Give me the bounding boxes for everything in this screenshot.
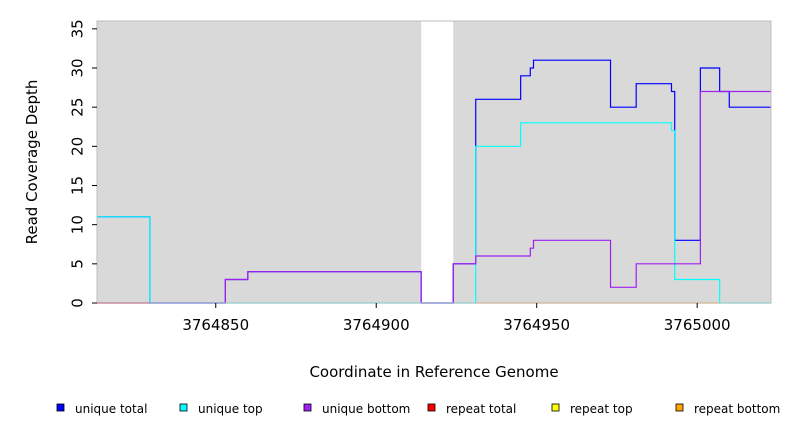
x-tick-label: 3765000 <box>664 316 731 334</box>
shaded-region <box>453 21 771 303</box>
legend-label: repeat top <box>570 402 633 416</box>
x-tick-label: 3764950 <box>503 316 570 334</box>
legend-swatch <box>179 403 188 412</box>
legend-label: repeat total <box>446 402 516 416</box>
y-axis-title: Read Coverage Depth <box>23 80 41 245</box>
axes-layer: 3764850 3764900 3764950 3765000 0 5 10 15 20 25 30… <box>68 19 772 334</box>
plot-frame <box>96 20 772 304</box>
legend-label: unique bottom <box>322 402 410 416</box>
legend-swatch <box>551 403 560 412</box>
y-tick-label: 0 <box>68 298 86 308</box>
y-tick-label: 15 <box>68 176 86 195</box>
legend-swatch <box>427 403 436 412</box>
y-tick-label: 35 <box>68 19 86 38</box>
x-axis-title: Coordinate in Reference Genome <box>309 363 558 381</box>
plot-background <box>97 21 771 303</box>
shaded-region <box>97 21 422 303</box>
legend-item: repeat bottom <box>675 402 780 416</box>
legend: unique total unique top unique bottom repea… <box>56 402 780 416</box>
legend-item: unique total <box>56 402 147 416</box>
legend-item: repeat total <box>427 402 516 416</box>
legend-item: repeat top <box>551 402 633 416</box>
legend-swatch <box>303 403 312 412</box>
y-tick-label: 30 <box>68 58 86 77</box>
legend-swatch <box>56 403 65 412</box>
legend-item: unique top <box>179 402 263 416</box>
y-tick-label: 20 <box>68 137 86 156</box>
legend-swatch <box>675 403 684 412</box>
legend-label: repeat bottom <box>694 402 780 416</box>
legend-item: unique bottom <box>303 402 410 416</box>
y-tick-label: 10 <box>68 215 86 234</box>
y-tick-label: 25 <box>68 98 86 117</box>
x-tick-label: 3764900 <box>343 316 410 334</box>
legend-label: unique top <box>198 402 263 416</box>
legend-label: unique total <box>75 402 147 416</box>
y-tick-label: 5 <box>68 259 86 269</box>
series-line-unique-bottom <box>97 90 771 304</box>
x-tick-label: 3764850 <box>182 316 249 334</box>
